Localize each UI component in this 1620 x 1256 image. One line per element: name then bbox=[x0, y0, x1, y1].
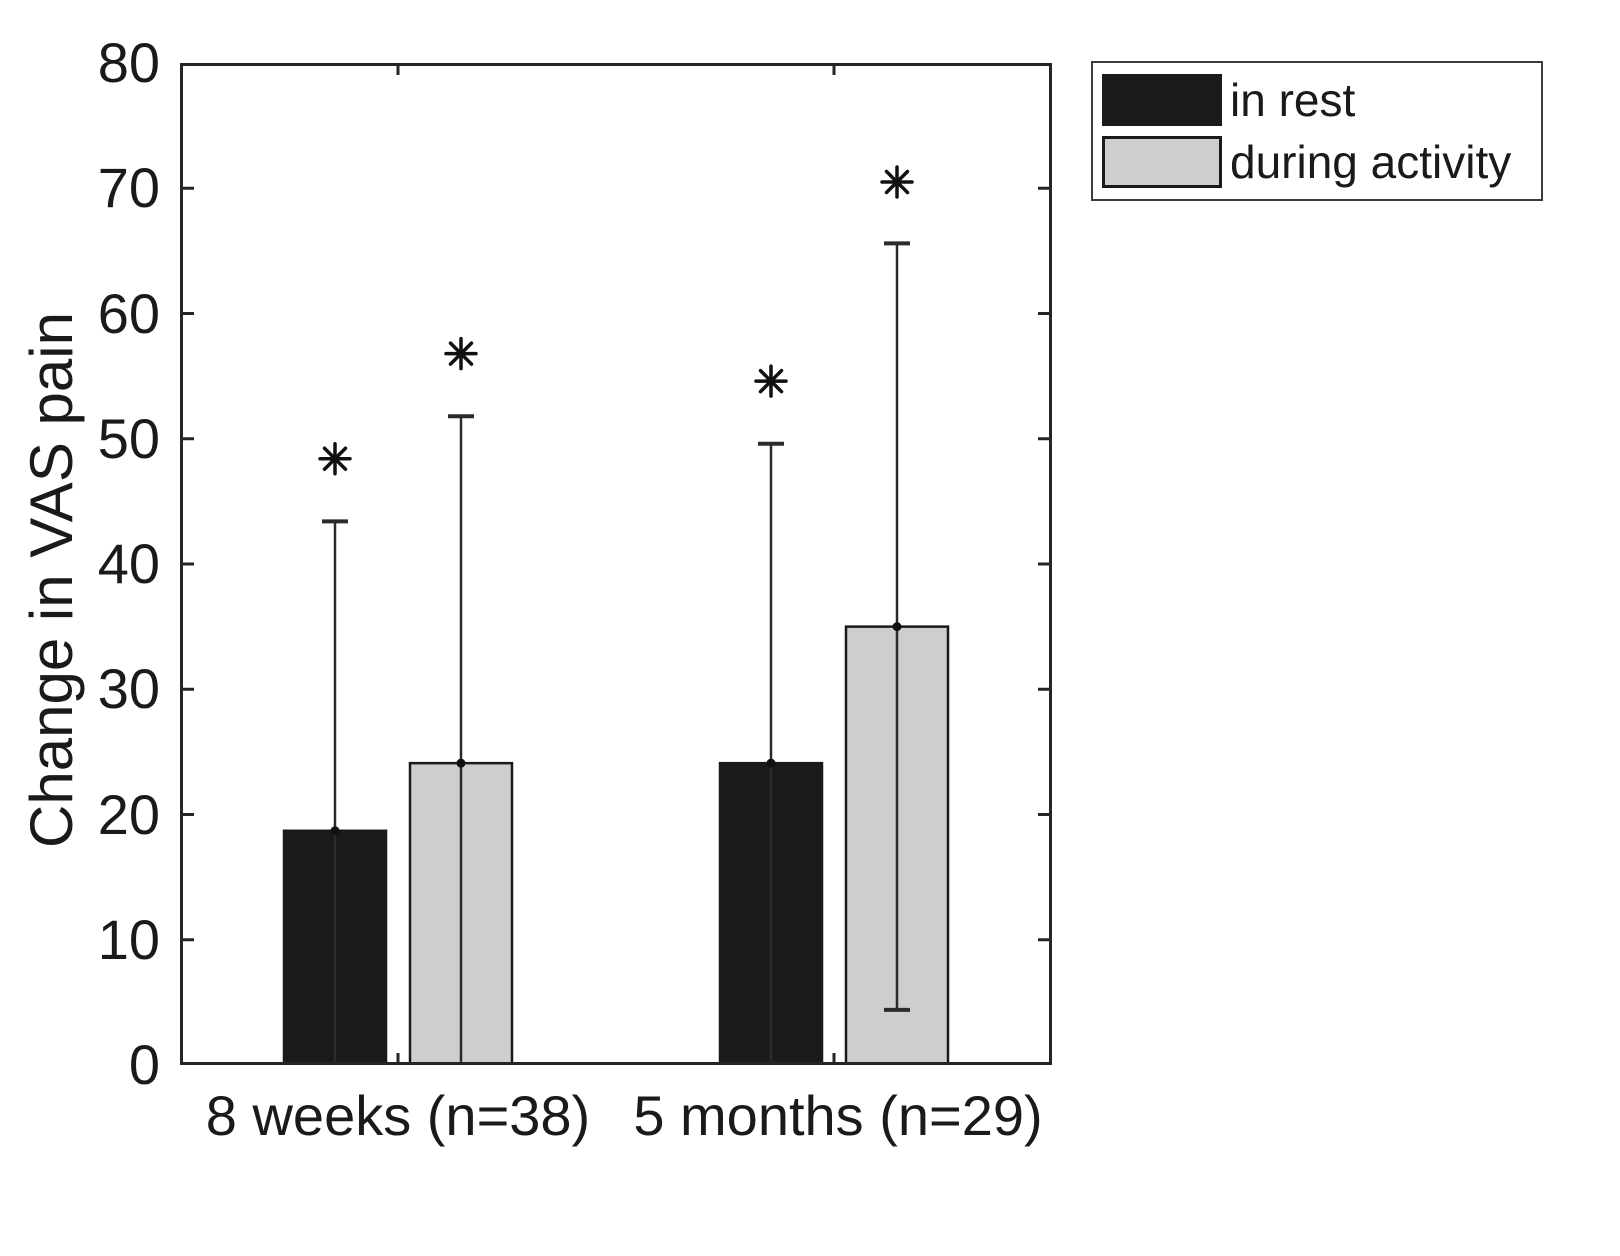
legend-label-in-rest: in rest bbox=[1230, 73, 1356, 126]
significance-asterisk-5-months-n-29-during-activity bbox=[880, 165, 914, 199]
significance-asterisk-8-weeks-n-38-during-activity bbox=[444, 336, 478, 371]
axes-box bbox=[180, 63, 1052, 1065]
y-tick-label-70: 70 bbox=[97, 156, 160, 220]
significance-asterisk-5-months-n-29-in-rest bbox=[754, 364, 788, 398]
legend: in rest during activity bbox=[1091, 61, 1543, 201]
mean-marker-8-weeks-n-38-during-activity bbox=[456, 758, 466, 768]
significance-asterisk-8-weeks-n-38-in-rest bbox=[318, 442, 352, 476]
x-tick-label-8-weeks: 8 weeks (n=38) bbox=[205, 1084, 591, 1147]
y-tick-label-60: 60 bbox=[97, 281, 160, 345]
mean-marker-5-months-n-29-in-rest bbox=[766, 758, 776, 768]
legend-swatch-in-rest bbox=[1102, 73, 1222, 126]
y-tick-label-20: 20 bbox=[97, 782, 160, 846]
legend-item-during-activity: during activity bbox=[1093, 136, 1541, 189]
legend-swatch-during-activity bbox=[1102, 136, 1222, 189]
y-tick-label-50: 50 bbox=[97, 406, 160, 470]
y-tick-label-0: 0 bbox=[128, 1033, 160, 1096]
y-tick-label-80: 80 bbox=[97, 31, 160, 94]
plot-area bbox=[180, 63, 1052, 1065]
y-tick-label-40: 40 bbox=[97, 532, 160, 595]
x-tick-label-5-months: 5 months (n=29) bbox=[633, 1084, 1043, 1147]
y-tick-label-30: 30 bbox=[97, 657, 160, 721]
y-tick-label-10: 10 bbox=[97, 907, 160, 971]
mean-marker-5-months-n-29-during-activity bbox=[892, 622, 902, 632]
legend-item-in-rest: in rest bbox=[1093, 73, 1541, 126]
legend-label-during-activity: during activity bbox=[1230, 136, 1512, 189]
mean-marker-8-weeks-n-38-in-rest bbox=[330, 826, 340, 836]
